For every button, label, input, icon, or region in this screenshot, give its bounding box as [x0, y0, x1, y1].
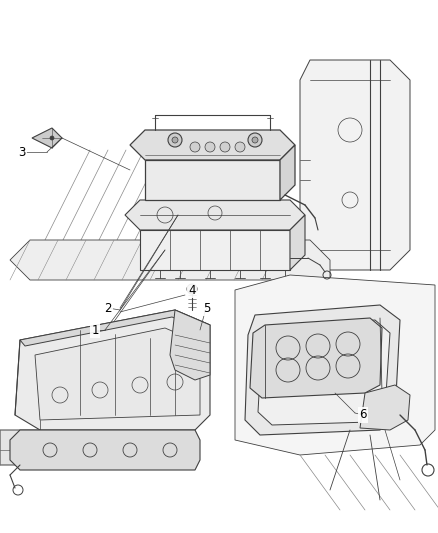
Circle shape	[235, 142, 245, 152]
Polygon shape	[35, 328, 200, 420]
Circle shape	[252, 137, 258, 143]
Polygon shape	[290, 215, 305, 270]
Text: 1: 1	[91, 324, 99, 336]
Polygon shape	[258, 320, 390, 425]
Circle shape	[50, 136, 54, 140]
Polygon shape	[10, 240, 330, 280]
Polygon shape	[130, 130, 295, 160]
Polygon shape	[20, 310, 210, 346]
Circle shape	[205, 142, 215, 152]
Polygon shape	[300, 60, 410, 270]
Text: 4: 4	[188, 284, 196, 296]
Circle shape	[172, 137, 178, 143]
Polygon shape	[125, 200, 305, 230]
Polygon shape	[170, 310, 210, 380]
Polygon shape	[145, 160, 280, 200]
Circle shape	[168, 133, 182, 147]
Polygon shape	[32, 128, 62, 148]
Polygon shape	[235, 275, 435, 455]
Polygon shape	[0, 430, 195, 465]
Text: 6: 6	[359, 408, 367, 422]
Circle shape	[187, 284, 197, 294]
Text: 3: 3	[18, 146, 26, 158]
Text: 5: 5	[203, 302, 211, 314]
Polygon shape	[10, 430, 200, 470]
Text: 2: 2	[104, 302, 112, 314]
Circle shape	[190, 142, 200, 152]
Circle shape	[248, 133, 262, 147]
Polygon shape	[245, 305, 400, 435]
Circle shape	[220, 142, 230, 152]
Polygon shape	[140, 230, 290, 270]
Polygon shape	[280, 145, 295, 200]
Polygon shape	[250, 318, 382, 398]
Polygon shape	[360, 385, 410, 430]
Polygon shape	[15, 310, 210, 430]
